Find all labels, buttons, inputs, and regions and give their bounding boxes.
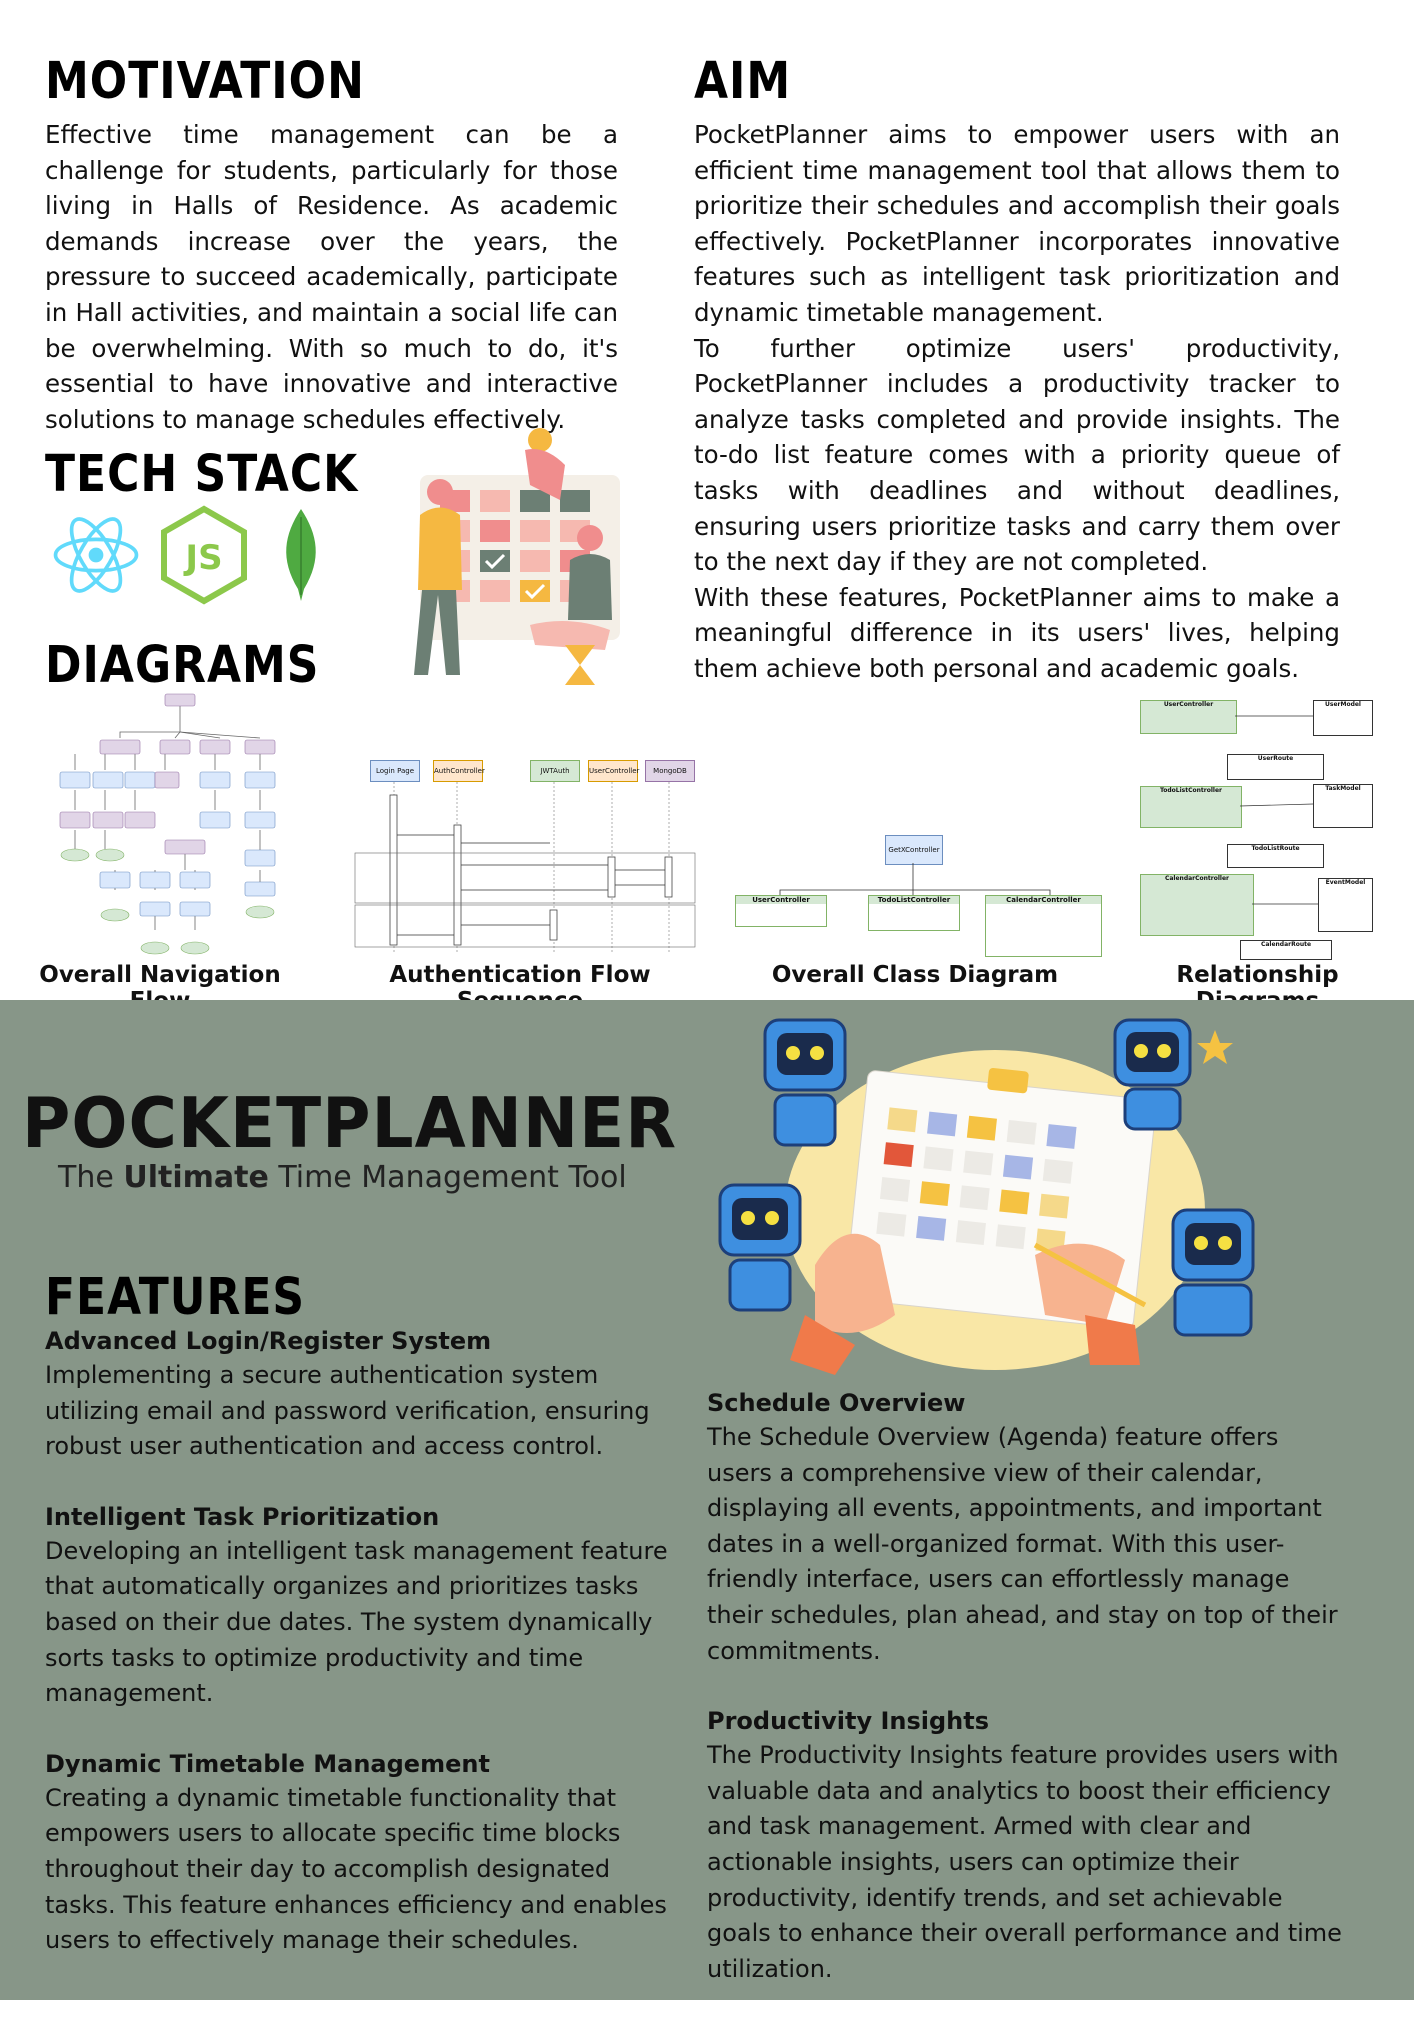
feature-title: Schedule Overview (707, 1389, 966, 1417)
brand-title: POCKETPLANNER (22, 1083, 678, 1164)
feature-schedule-overview: Schedule Overview The Schedule Overview … (707, 1386, 1347, 1669)
planner-cells (876, 1107, 1077, 1254)
caption-class-diagram: Overall Class Diagram (771, 962, 1059, 988)
aim-heading: AIM (694, 52, 792, 111)
tagline-pre: The (58, 1160, 124, 1195)
svg-text:JS: JS (183, 538, 222, 578)
relationship-diagram: UserController UserModel UserRoute TodoL… (1135, 698, 1375, 960)
tagline-post: Time Management Tool (268, 1160, 627, 1195)
feature-body: The Productivity Insights feature provid… (707, 1741, 1342, 1983)
feature-task-prioritization: Intelligent Task Prioritization Developi… (45, 1500, 677, 1712)
robot-right (1171, 1208, 1255, 1337)
motivation-section: MOTIVATION Effective time management can… (45, 52, 618, 437)
rel-event-model: EventModel (1318, 878, 1373, 932)
actor-jwt-auth: JWTAuth (530, 760, 580, 782)
class-calendar-controller: CalendarController (985, 895, 1102, 957)
diagrams-heading: DIAGRAMS (45, 636, 320, 695)
rel-user-model: UserModel (1313, 700, 1373, 736)
rel-calendar-route: CalendarRoute (1240, 940, 1332, 960)
actor-user-controller: UserController (588, 760, 639, 782)
feature-body: Developing an intelligent task managemen… (45, 1536, 668, 1708)
feature-title: Productivity Insights (707, 1707, 989, 1736)
feature-title: Intelligent Task Prioritization (45, 1502, 440, 1531)
motivation-paragraph: Effective time management can be a chall… (45, 120, 618, 434)
mongodb-icon (286, 509, 316, 601)
navigation-flow-diagram (59, 693, 276, 955)
class-connectors (779, 863, 1051, 895)
aim-text: PocketPlanner aims to empower users with… (694, 117, 1340, 687)
feature-login-register: Advanced Login/Register System Implement… (45, 1324, 677, 1465)
aim-section: AIM PocketPlanner aims to empower users … (694, 52, 1340, 687)
react-icon (53, 517, 139, 593)
actor-auth-controller: AuthController (433, 760, 485, 782)
features-section: FEATURES (45, 1268, 445, 1327)
rel-todolist-controller: TodoListController (1140, 786, 1242, 828)
rel-connectors (1235, 715, 1318, 905)
sequence-lifelines (354, 782, 696, 953)
tagline-bold: Ultimate (123, 1160, 269, 1195)
brand-tagline: The Ultimate Time Management Tool (58, 1160, 658, 1195)
motivation-heading: MOTIVATION (45, 52, 365, 111)
class-calendar-controller-title: CalendarController (986, 896, 1101, 904)
actor-mongodb: MongoDB (645, 760, 695, 782)
nodejs-icon: JS (161, 505, 247, 605)
planning-illustration (414, 428, 620, 685)
rel-user-controller: UserController (1140, 700, 1237, 734)
robot-top-left (763, 1018, 847, 1147)
rel-todolist-route: TodoListRoute (1227, 844, 1324, 868)
class-user-controller: UserController (735, 895, 827, 927)
diagrams-section: DIAGRAMS (45, 636, 345, 695)
feature-productivity-insights: Productivity Insights The Productivity I… (707, 1704, 1347, 1987)
features-left-column: Advanced Login/Register System Implement… (45, 1324, 677, 1994)
class-todolist-controller-title: TodoListController (869, 896, 959, 904)
class-diagram: GetXController UserController TodoListCo… (730, 830, 1110, 960)
feature-body: Implementing a secure authentication sys… (45, 1361, 650, 1461)
feature-timetable-management: Dynamic Timetable Management Creating a … (45, 1747, 677, 1959)
aim-paragraph-1: PocketPlanner aims to empower users with… (694, 120, 1340, 327)
robot-left (718, 1183, 802, 1312)
class-root: GetXController (885, 835, 943, 865)
rel-user-route: UserRoute (1227, 754, 1324, 780)
robot-top-right (1113, 1018, 1233, 1131)
feature-body: Creating a dynamic timetable functionali… (45, 1783, 667, 1955)
class-todolist-controller: TodoListController (868, 895, 960, 931)
feature-body: The Schedule Overview (Agenda) feature o… (707, 1423, 1338, 1665)
motivation-text: Effective time management can be a chall… (45, 117, 618, 437)
features-heading: FEATURES (45, 1268, 306, 1327)
tech-icons: JS (50, 505, 330, 605)
rel-task-model: TaskModel (1313, 784, 1373, 828)
class-user-controller-title: UserController (736, 896, 826, 904)
robots-planner-illustration (718, 1018, 1255, 1375)
rel-calendar-controller: CalendarController (1140, 874, 1254, 936)
tech-stack-heading: TECH STACK (45, 445, 359, 504)
tech-stack-section: TECH STACK (45, 445, 385, 504)
actor-login-page: Login Page (370, 760, 420, 782)
features-right-column: Schedule Overview The Schedule Overview … (707, 1386, 1347, 2022)
feature-title: Dynamic Timetable Management (45, 1749, 490, 1778)
aim-paragraph-2: To further optimize users' productivity,… (694, 333, 1340, 577)
sequence-diagram: Login Page AuthController JWTAuth UserCo… (345, 755, 700, 955)
feature-title: Advanced Login/Register System (45, 1327, 492, 1355)
aim-paragraph-3: With these features, PocketPlanner aims … (694, 582, 1340, 683)
